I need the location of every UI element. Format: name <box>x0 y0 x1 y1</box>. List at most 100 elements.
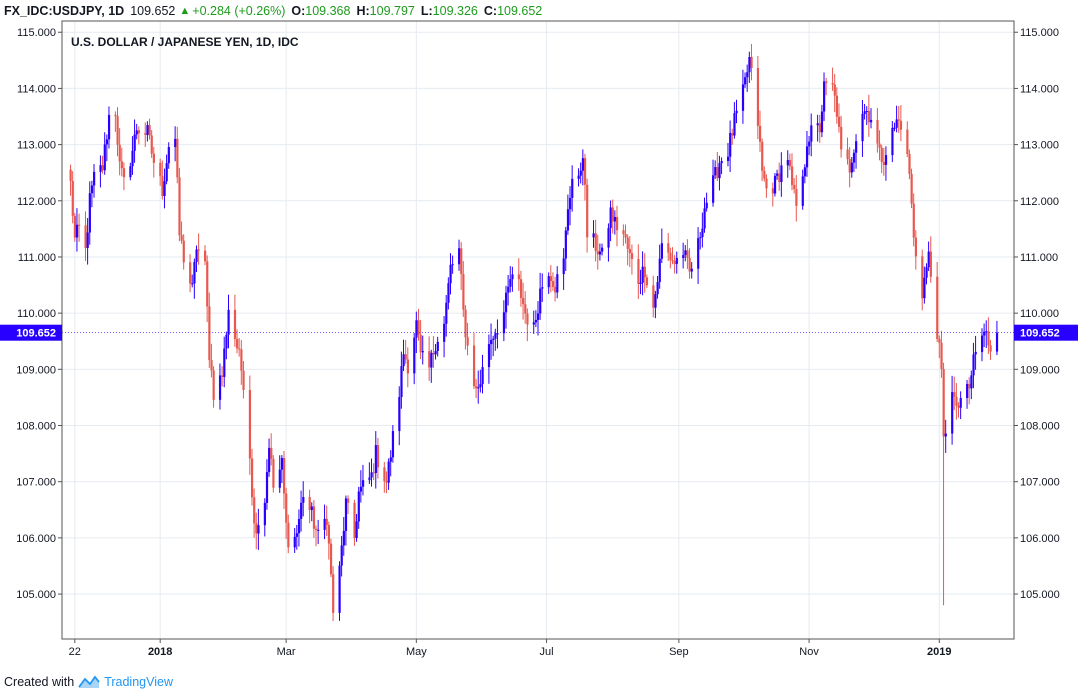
candle-body <box>884 155 888 165</box>
candle-body <box>447 283 450 303</box>
candle-body <box>643 266 646 278</box>
candle-body <box>218 375 222 400</box>
candle-body <box>434 350 437 355</box>
y-tick-label: 106.000 <box>1020 533 1060 545</box>
candle-body <box>611 207 614 222</box>
candle-body <box>287 522 290 548</box>
candle-body <box>178 177 181 236</box>
candle-body <box>344 498 348 531</box>
candle-body <box>995 332 999 352</box>
candle-body <box>368 477 371 481</box>
candle-body <box>906 129 909 154</box>
y-tick-label: 114.000 <box>17 83 56 95</box>
candle-body <box>675 257 678 264</box>
y-tick-label: 107.000 <box>16 477 56 489</box>
y-tick-label: 115.000 <box>1020 27 1059 39</box>
x-axis[interactable]: 22 2018 Mar May Jul Sep Nov 2019 <box>69 639 952 658</box>
last-price-tag-left <box>0 324 62 341</box>
candle-body <box>566 209 570 231</box>
candle-body <box>90 185 94 194</box>
candle-body <box>957 405 960 408</box>
candle-body <box>818 123 821 133</box>
candle-body <box>718 163 721 179</box>
candle-body <box>929 251 932 277</box>
candle-body <box>406 359 409 374</box>
candle-body <box>225 334 228 349</box>
candle-body <box>641 266 644 283</box>
candle-body <box>622 230 625 235</box>
candle-body <box>682 255 685 258</box>
candle-body <box>502 312 506 334</box>
x-tick-label: 22 <box>69 646 81 658</box>
candle-body <box>731 133 734 136</box>
candle-body <box>182 240 185 263</box>
candle-body <box>564 230 567 259</box>
candle-body <box>297 518 301 534</box>
y-tick-label: 109.000 <box>1020 364 1060 376</box>
candle-body <box>524 304 527 314</box>
candle-body <box>791 166 794 186</box>
candle-body <box>308 497 311 511</box>
candle-body <box>430 352 433 368</box>
candle-body <box>338 565 341 613</box>
candle-body <box>983 331 986 336</box>
candle-body <box>758 125 762 142</box>
candle-body <box>255 523 258 534</box>
tradingview-link[interactable]: TradingView <box>104 675 173 689</box>
candle-body <box>741 84 745 111</box>
candle-body <box>233 309 237 339</box>
candle-body <box>315 528 318 531</box>
candle-body <box>221 375 224 377</box>
candle-body <box>882 161 885 165</box>
symbol-name[interactable]: FX_IDC:USDJPY, 1D <box>4 4 125 18</box>
y-axis-right[interactable]: 115.000 114.000 113.000 112.000 111.000 110.0… <box>1014 27 1060 601</box>
candle-body <box>152 153 155 163</box>
candle-body <box>189 262 192 284</box>
candle-body <box>522 297 525 305</box>
candle-body <box>968 383 971 389</box>
x-tick-label: Sep <box>669 646 689 658</box>
candle-body <box>163 181 166 196</box>
candle-body <box>223 348 226 377</box>
candle-body <box>144 133 147 135</box>
candle-body <box>863 111 866 114</box>
x-tick-label: May <box>406 646 427 658</box>
candle-body <box>656 282 659 295</box>
candle-body <box>615 216 619 231</box>
candle-body <box>761 141 764 171</box>
candle-body <box>329 543 333 575</box>
candle-body <box>658 258 661 283</box>
candle-body <box>208 306 211 361</box>
candle-body <box>955 396 958 406</box>
candle-body <box>78 224 81 226</box>
candle-body <box>107 114 111 140</box>
candle-body <box>793 185 796 190</box>
candle-body <box>581 158 585 171</box>
candle-body <box>355 521 358 539</box>
footer: Created with TradingView <box>4 675 173 689</box>
candle-body <box>840 126 843 150</box>
candle-body <box>771 188 774 194</box>
candles <box>69 44 999 622</box>
y-axis-left[interactable]: 115.000 114.000 113.000 112.000 111.000 110.0… <box>16 27 62 601</box>
candle-body <box>865 110 868 112</box>
candle-body <box>660 243 664 259</box>
candle-body <box>212 370 215 400</box>
candle-body <box>669 252 672 260</box>
candle-body <box>716 167 719 179</box>
price-tags: 109.652 109.652 <box>0 324 1078 341</box>
x-tick-label: Nov <box>799 646 819 658</box>
candle-body <box>519 279 523 298</box>
candle-body <box>236 338 239 349</box>
candle-body <box>195 249 198 262</box>
candle-body <box>227 309 230 335</box>
candle-body <box>361 480 365 487</box>
candle-body <box>701 228 704 238</box>
candle-body <box>357 491 360 522</box>
candle-body <box>374 445 377 473</box>
candle-body <box>265 472 269 503</box>
candle-body <box>449 264 452 284</box>
candle-body <box>835 95 839 117</box>
